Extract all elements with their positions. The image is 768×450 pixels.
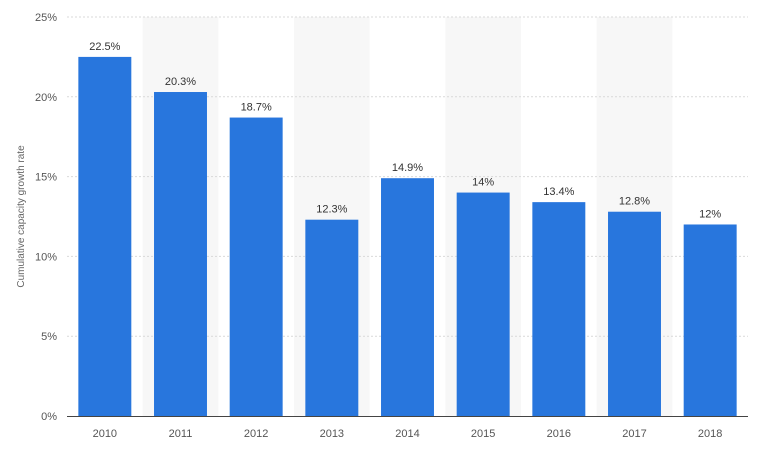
data-labels: 22.5% 20.3% 18.7% 12.3% 14.9% 14% 13.4% 12.8% 12… xyxy=(89,41,721,221)
bar xyxy=(78,56,132,417)
y-tick-label: 5% xyxy=(41,331,57,343)
y-tick-label: 15% xyxy=(35,172,57,184)
bar xyxy=(305,219,359,416)
x-tick-label: 2012 xyxy=(244,428,268,440)
x-tick-label: 2010 xyxy=(93,428,117,440)
x-tick-label: 2011 xyxy=(169,428,193,440)
x-tick-label: 2018 xyxy=(698,428,722,440)
data-label: 12% xyxy=(699,208,721,220)
data-label: 12.3% xyxy=(316,204,347,216)
y-tick-label: 0% xyxy=(41,411,57,423)
x-tick-label: 2016 xyxy=(547,428,571,440)
x-tick-label: 2013 xyxy=(320,428,344,440)
data-label: 13.4% xyxy=(543,186,574,198)
data-label: 12.8% xyxy=(619,196,650,208)
y-tick-label: 20% xyxy=(35,92,57,104)
bars xyxy=(78,56,737,417)
bar xyxy=(683,224,737,416)
bar xyxy=(608,211,661,416)
x-tick-label: 2017 xyxy=(622,428,646,440)
data-label: 20.3% xyxy=(165,76,196,88)
x-axis-ticks: 2010 2011 2012 2013 2014 2015 2016 2017 2018 xyxy=(93,428,723,440)
bar xyxy=(532,202,586,416)
data-label: 14% xyxy=(472,177,494,189)
data-label: 14.9% xyxy=(392,162,423,174)
bar xyxy=(381,178,434,416)
x-tick-label: 2014 xyxy=(395,428,419,440)
bar xyxy=(229,117,283,416)
y-axis-label: Cumulative capacity growth rate xyxy=(16,145,27,288)
data-label: 18.7% xyxy=(241,102,272,114)
bar xyxy=(456,192,510,416)
y-tick-label: 10% xyxy=(35,251,57,263)
y-axis-ticks: 0% 5% 10% 15% 20% 25% xyxy=(35,12,57,423)
y-tick-label: 25% xyxy=(35,12,57,24)
x-tick-label: 2015 xyxy=(471,428,495,440)
data-label: 22.5% xyxy=(89,41,120,53)
bar xyxy=(154,92,207,417)
